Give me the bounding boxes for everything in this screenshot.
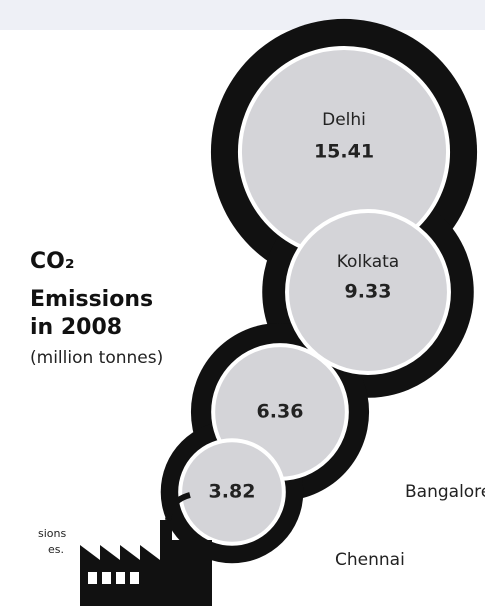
subtitle: (million tonnes) bbox=[30, 348, 163, 368]
category-label: Delhi bbox=[322, 110, 366, 130]
bubble-group bbox=[160, 18, 478, 564]
category-label: Kolkata bbox=[337, 252, 399, 272]
category-label: Chennai bbox=[335, 550, 405, 570]
title-line: in 2008 bbox=[30, 315, 122, 340]
bubble bbox=[178, 438, 286, 546]
bubble bbox=[285, 209, 451, 375]
factory-icon bbox=[80, 492, 212, 606]
value-label: 3.82 bbox=[209, 481, 256, 503]
title-line: CO₂ bbox=[30, 249, 74, 274]
value-label: 9.33 bbox=[345, 281, 392, 303]
category-label: Bangalore bbox=[405, 482, 485, 502]
value-label: 15.41 bbox=[314, 141, 374, 163]
fragment-text: es. bbox=[48, 543, 64, 556]
value-label: 6.36 bbox=[257, 401, 304, 423]
fragment-text: sions bbox=[38, 527, 66, 540]
title-line: Emissions bbox=[30, 287, 153, 312]
top-band bbox=[0, 0, 485, 30]
